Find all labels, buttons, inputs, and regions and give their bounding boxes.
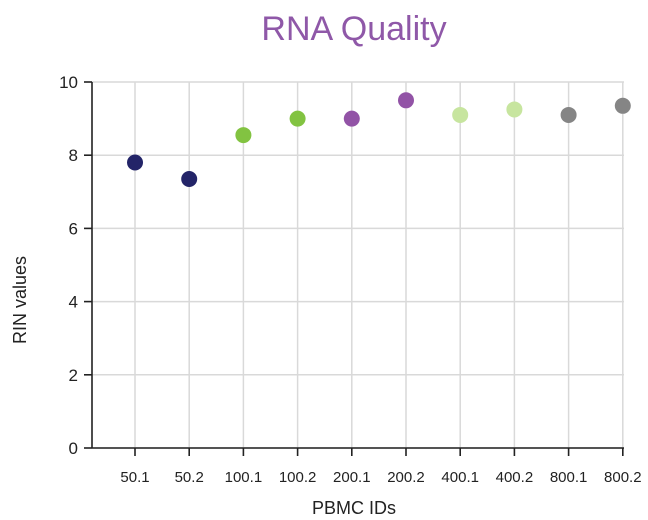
x-axis-label: PBMC IDs xyxy=(312,498,396,518)
data-point xyxy=(614,97,631,114)
data-point xyxy=(289,110,306,127)
x-tick-label: 400.1 xyxy=(441,469,479,486)
data-point xyxy=(398,92,414,109)
x-tick-label: 50.2 xyxy=(175,469,204,486)
x-tick-label: 800.2 xyxy=(604,469,642,486)
grid-layer xyxy=(92,81,624,449)
data-point xyxy=(235,127,252,144)
x-tick-label: 200.1 xyxy=(333,469,371,486)
chart-title: RNA Quality xyxy=(261,10,446,48)
y-tick-label: 4 xyxy=(69,293,78,312)
data-point xyxy=(343,110,360,127)
y-tick-label: 2 xyxy=(69,366,78,385)
y-tick-label: 8 xyxy=(69,146,78,165)
ticks-layer: 0 2 4 6 8 10 50.1 50.2 100.1 100.2 200.1 200.2 400.1… xyxy=(59,73,641,486)
y-tick-label: 6 xyxy=(69,219,78,238)
y-tick-label: 10 xyxy=(59,73,78,92)
x-tick-label: 50.1 xyxy=(120,469,149,486)
x-tick-label: 800.1 xyxy=(550,469,588,486)
x-tick-label: 100.1 xyxy=(225,469,263,486)
data-point xyxy=(452,106,469,123)
y-axis-label: RIN values xyxy=(10,256,30,344)
points-layer xyxy=(127,92,631,187)
data-point xyxy=(181,170,198,187)
data-point xyxy=(127,154,143,171)
x-tick-label: 400.2 xyxy=(496,469,534,486)
axes-layer xyxy=(91,82,624,449)
data-point xyxy=(506,101,523,118)
data-point xyxy=(560,106,577,123)
x-tick-label: 100.2 xyxy=(279,469,317,486)
y-tick-label: 0 xyxy=(69,439,78,458)
x-tick-label: 200.2 xyxy=(387,469,425,486)
